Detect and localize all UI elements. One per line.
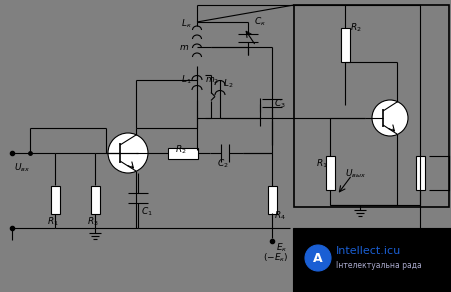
Text: $m_2$: $m_2$ <box>205 75 219 86</box>
Bar <box>267 186 276 214</box>
Bar <box>168 147 198 159</box>
Bar <box>91 186 100 214</box>
Bar <box>293 228 451 292</box>
Text: A: A <box>313 251 323 265</box>
Text: $E_к$: $E_к$ <box>276 241 287 253</box>
Bar <box>51 186 60 214</box>
Text: Intellect.icu: Intellect.icu <box>336 246 401 256</box>
Circle shape <box>108 133 148 173</box>
Text: $R_2$: $R_2$ <box>175 143 187 156</box>
Text: $(-E_к)$: $(-E_к)$ <box>263 251 289 263</box>
Text: $C_к$: $C_к$ <box>254 15 266 27</box>
Circle shape <box>372 100 408 136</box>
Bar <box>415 156 424 190</box>
Text: $U_{вх}$: $U_{вх}$ <box>14 162 30 175</box>
Text: $L_2$: $L_2$ <box>223 78 234 91</box>
Bar <box>326 156 335 190</box>
Text: $R_3$: $R_3$ <box>87 215 99 227</box>
Text: $C_2$: $C_2$ <box>217 158 229 171</box>
Text: $L_1$: $L_1$ <box>181 73 192 86</box>
Text: $R_1$: $R_1$ <box>316 158 328 171</box>
Circle shape <box>305 245 331 271</box>
Text: $C_3$: $C_3$ <box>274 98 286 110</box>
Text: $R_1$: $R_1$ <box>47 215 59 227</box>
Text: $L_к$: $L_к$ <box>181 17 192 29</box>
Text: $U_{вых}$: $U_{вых}$ <box>345 168 366 180</box>
Text: $R_4$: $R_4$ <box>274 210 286 223</box>
Text: $C_1$: $C_1$ <box>141 205 153 218</box>
Bar <box>294 5 449 207</box>
Text: $R_2$: $R_2$ <box>350 22 362 34</box>
Bar <box>341 28 350 62</box>
Text: Інтелектуальна рада: Інтелектуальна рада <box>336 260 422 270</box>
Text: $m$: $m$ <box>179 43 189 52</box>
